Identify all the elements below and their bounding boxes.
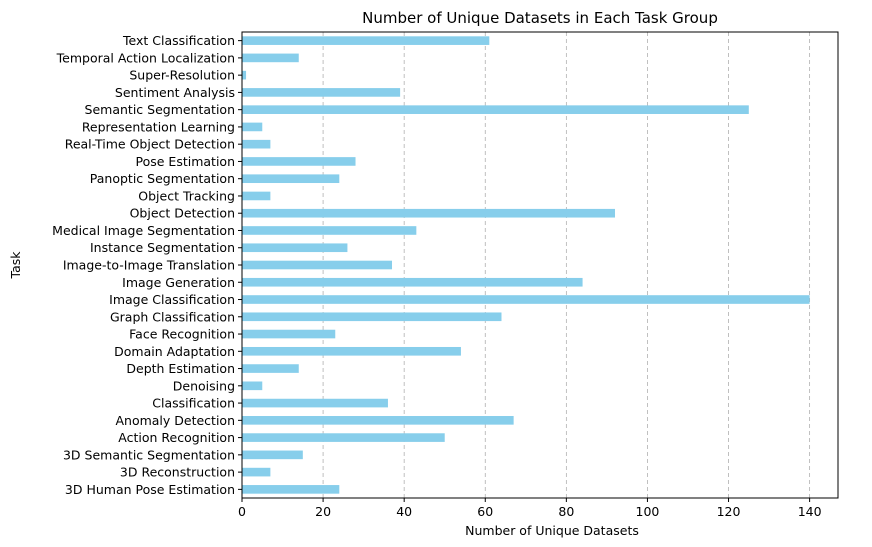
y-tick-label: Image Generation: [122, 275, 235, 290]
bar: [242, 226, 417, 235]
y-tick-label: 3D Reconstruction: [120, 465, 235, 480]
bar: [242, 174, 340, 184]
bar: [242, 398, 388, 408]
bar: [242, 53, 299, 63]
y-tick-label: Domain Adaptation: [114, 344, 235, 359]
x-tick-label: 80: [558, 504, 574, 519]
bar: [242, 88, 401, 97]
bar: [242, 433, 445, 442]
bar: [242, 70, 247, 80]
chart-title: Number of Unique Datasets in Each Task G…: [362, 9, 718, 27]
y-tick-label: Instance Segmentation: [90, 240, 235, 255]
bar: [242, 485, 340, 494]
y-tick-label: Object Detection: [130, 206, 235, 221]
y-tick-label: Image-to-Image Translation: [63, 258, 235, 273]
x-axis-title: Number of Unique Datasets: [465, 523, 639, 538]
y-tick-label: Anomaly Detection: [115, 413, 235, 428]
bar: [242, 277, 583, 287]
y-tick-label: Denoising: [173, 378, 235, 393]
y-tick-label: Semantic Segmentation: [85, 102, 235, 117]
y-tick-label: Face Recognition: [129, 327, 235, 342]
bar: [242, 36, 490, 45]
y-tick-label: Super-Resolution: [129, 68, 235, 83]
x-tick-label: 60: [477, 504, 493, 519]
bar: [242, 381, 263, 391]
bar: [242, 346, 461, 356]
x-tick-label: 0: [238, 504, 246, 519]
x-tick-label: 20: [315, 504, 331, 519]
x-tick-label: 100: [636, 504, 660, 519]
bar: [242, 260, 393, 270]
bar: [242, 243, 348, 253]
y-tick-label: Medical Image Segmentation: [52, 223, 235, 238]
bar: [242, 450, 303, 460]
y-axis-ticks: 3D Human Pose Estimation 3D Reconstructio…: [52, 33, 242, 497]
y-tick-label: Classification: [152, 396, 235, 411]
bar: [242, 467, 271, 477]
bar: [242, 416, 514, 425]
x-axis-ticks: 0 20 40 60 80 100 120 140: [238, 498, 822, 519]
bar: [242, 157, 356, 166]
y-tick-label: Temporal Action Localization: [56, 50, 235, 65]
y-tick-label: 3D Human Pose Estimation: [65, 482, 235, 497]
bar: [242, 312, 502, 322]
y-tick-label: Sentiment Analysis: [115, 85, 235, 100]
y-tick-label: Representation Learning: [82, 119, 235, 134]
bar: [242, 191, 271, 201]
y-tick-label: Object Tracking: [138, 188, 235, 203]
x-tick-label: 120: [717, 504, 741, 519]
x-tick-label: 140: [798, 504, 822, 519]
bar: [242, 329, 336, 339]
y-tick-label: Real-Time Object Detection: [65, 137, 235, 152]
y-tick-label: Pose Estimation: [136, 154, 235, 169]
y-tick-label: Image Classification: [109, 292, 235, 307]
y-tick-label: Action Recognition: [118, 430, 235, 445]
y-tick-label: Depth Estimation: [126, 361, 235, 376]
bar: [242, 105, 749, 114]
y-tick-label: Text Classification: [122, 33, 235, 48]
y-tick-label: Panoptic Segmentation: [90, 171, 235, 186]
bar: [242, 295, 810, 304]
bar: [242, 122, 263, 132]
y-axis-title: Task: [8, 251, 23, 280]
y-tick-label: 3D Semantic Segmentation: [63, 447, 235, 462]
bar: [242, 139, 271, 149]
y-tick-label: Graph Classification: [110, 309, 235, 324]
bar: [242, 208, 616, 218]
bars: [242, 36, 810, 494]
bar: [242, 364, 299, 373]
x-tick-label: 40: [396, 504, 412, 519]
